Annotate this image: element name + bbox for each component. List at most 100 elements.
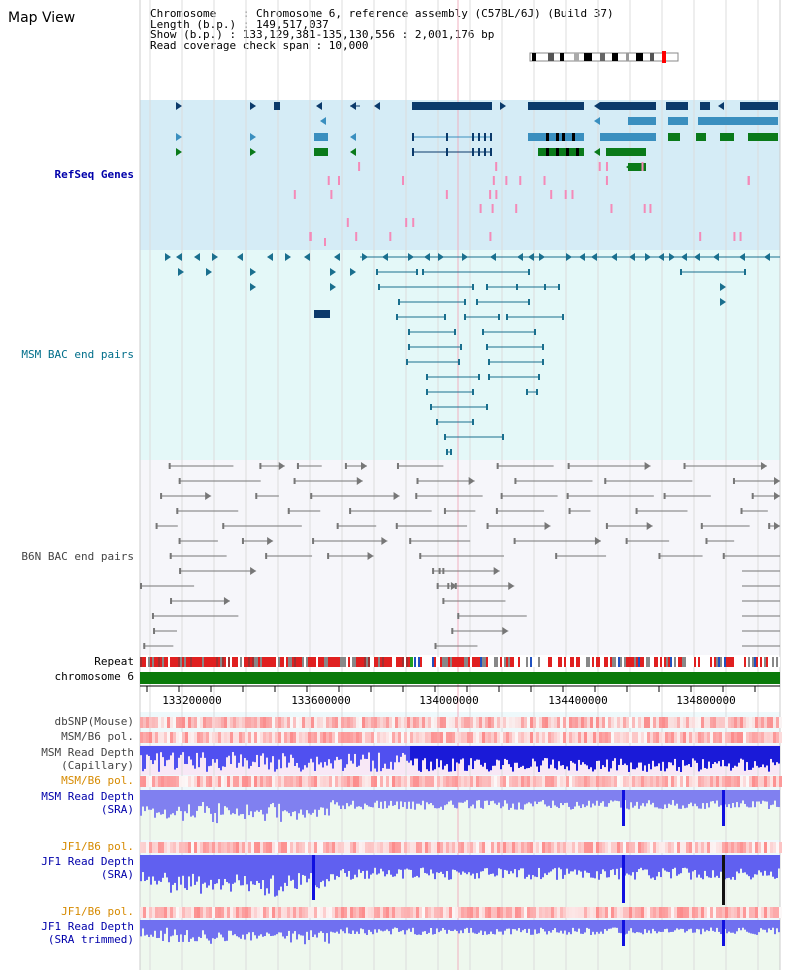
heat-cell [239, 732, 242, 743]
heat-cell [218, 717, 221, 728]
depth-bar [530, 855, 532, 880]
heat-cell [521, 842, 524, 853]
strand-arrow [250, 133, 256, 141]
heat-cell [674, 717, 677, 728]
depth-bar [342, 920, 344, 932]
depth-bar [346, 790, 348, 804]
b6n-bac-pairs-track[interactable] [140, 462, 780, 649]
refseq-genes-track[interactable] [176, 102, 778, 318]
depth-bar [520, 920, 522, 933]
depth-bar [256, 855, 258, 881]
depth-bar [258, 746, 260, 768]
pink-feature [338, 176, 341, 185]
heat-cell [755, 907, 758, 918]
depth-bar [492, 855, 494, 874]
heat-cell [752, 732, 755, 743]
depth-bar [418, 855, 420, 878]
depth-bar [420, 920, 422, 935]
repeat-segment [688, 657, 690, 667]
depth-bar [256, 746, 258, 755]
msm-bac-pairs-track[interactable] [165, 253, 780, 455]
depth-bar [618, 855, 620, 880]
heat-cell [413, 842, 416, 853]
depth-bar [630, 855, 632, 876]
depth-bar [712, 790, 714, 802]
heat-cell [425, 732, 428, 743]
heat-cell [368, 776, 371, 787]
depth-bar [778, 746, 780, 764]
depth-bar [444, 855, 446, 878]
heat-cell [623, 717, 626, 728]
track-label-jf1-b6-pol-2[interactable]: JF1/B6 pol. [61, 905, 134, 918]
depth-bar [258, 790, 260, 812]
heat-cell [479, 907, 482, 918]
chromosome-ideogram[interactable] [529, 51, 679, 63]
depth-bar [330, 855, 332, 875]
heat-cell [596, 732, 599, 743]
depth-bar [172, 855, 174, 885]
strand-arrow [212, 253, 218, 261]
track-label-b6n-bac[interactable]: B6N BAC end pairs [21, 550, 134, 563]
depth-bar [228, 855, 230, 884]
repeat-segment [222, 657, 224, 667]
repeat-segment [774, 657, 776, 667]
depth-bar [366, 920, 368, 935]
depth-bar [666, 855, 668, 872]
depth-bar [620, 855, 622, 868]
track-label-msm-b6-pol-1[interactable]: MSM/B6 pol. [61, 730, 134, 743]
pink-feature [355, 232, 358, 241]
heat-cell [161, 717, 164, 728]
repeat-segment [738, 657, 740, 667]
track-label-jf1-b6-pol-1[interactable]: JF1/B6 pol. [61, 840, 134, 853]
depth-bar [722, 746, 724, 760]
depth-bar [534, 855, 536, 877]
depth-bar [726, 790, 728, 808]
read-depth-tracks[interactable] [140, 746, 780, 946]
depth-bar [496, 790, 498, 805]
depth-bar [146, 746, 148, 755]
heat-cell [416, 907, 419, 918]
track-label-jf1-depth-trim[interactable]: JF1 Read Depth [41, 920, 134, 933]
repeat-segment [522, 657, 524, 667]
depth-bar [270, 746, 272, 763]
track-label-msm-b6-pol-2[interactable]: MSM/B6 pol. [61, 774, 134, 787]
depth-bar [288, 790, 290, 814]
repeat-segment [352, 657, 354, 667]
depth-bar [748, 855, 750, 877]
polymorphism-heatmaps[interactable] [140, 717, 782, 918]
heat-cell [749, 732, 752, 743]
repeat-segment [182, 657, 184, 667]
repeat-track[interactable] [140, 657, 780, 667]
depth-bar [488, 746, 490, 772]
heat-cell [551, 717, 554, 728]
depth-bar [360, 790, 362, 807]
heat-cell [566, 732, 569, 743]
depth-bar [358, 746, 360, 766]
heat-cell [383, 717, 386, 728]
depth-bar [570, 746, 572, 761]
depth-bar [690, 855, 692, 880]
depth-bar [210, 855, 212, 880]
track-label-msm-depth-sra[interactable]: MSM Read Depth [41, 790, 134, 803]
depth-bar [778, 790, 780, 808]
heat-cell [326, 907, 329, 918]
heat-cell [188, 907, 191, 918]
repeat-segment [414, 657, 416, 667]
depth-bar [654, 790, 656, 808]
track-label-dbsnp[interactable]: dbSNP(Mouse) [54, 715, 134, 728]
track-label-jf1-depth-sra[interactable]: JF1 Read Depth [41, 855, 134, 868]
depth-bar [614, 920, 616, 928]
chromosome-bar[interactable] [140, 672, 780, 684]
depth-bar [764, 855, 766, 871]
depth-bar [234, 746, 236, 756]
heat-cell [644, 842, 647, 853]
track-label-msm-depth-capillary[interactable]: MSM Read Depth [41, 746, 134, 759]
track-label-msm-bac[interactable]: MSM BAC end pairs [21, 348, 134, 361]
heat-cell [581, 717, 584, 728]
depth-bar [552, 920, 554, 931]
track-label-refseq-genes[interactable]: RefSeq Genes [54, 168, 134, 181]
depth-bar [658, 790, 660, 809]
depth-bar [660, 790, 662, 809]
heat-cell [233, 842, 236, 853]
